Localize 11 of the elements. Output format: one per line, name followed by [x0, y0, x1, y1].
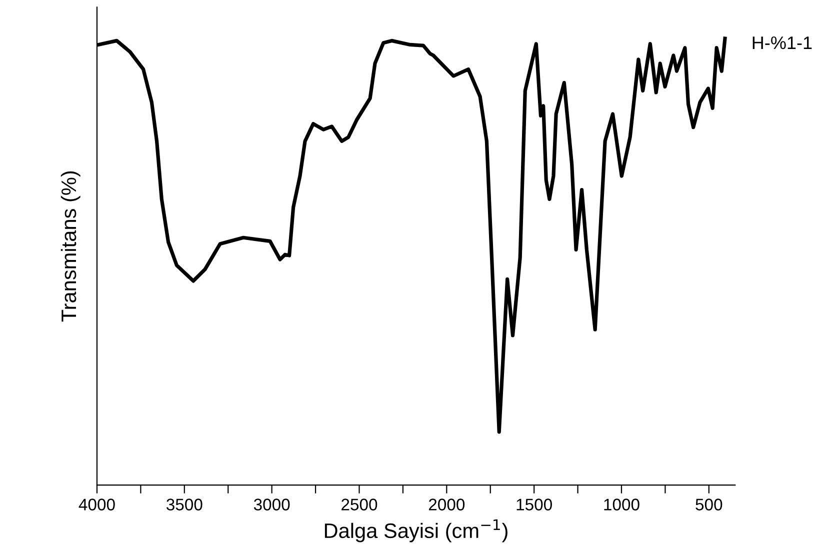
- x-tick-label: 1500: [516, 498, 552, 510]
- text: H-%1-1: [752, 36, 812, 50]
- x-tick-label: 3000: [254, 498, 290, 510]
- x-tick-label: 1000: [604, 498, 640, 510]
- x-tick-label: 500: [696, 498, 722, 510]
- x-tick-label: 3500: [166, 498, 202, 510]
- x-tick-label: 2500: [342, 498, 378, 510]
- x-tick-label: 4000: [78, 498, 115, 510]
- y-axis-title: Transmitans (%): [60, 171, 80, 322]
- x-tick-label: 2000: [428, 498, 465, 510]
- x-axis-title: Dalga Sayisi (cm$^{−1}$): [324, 519, 508, 542]
